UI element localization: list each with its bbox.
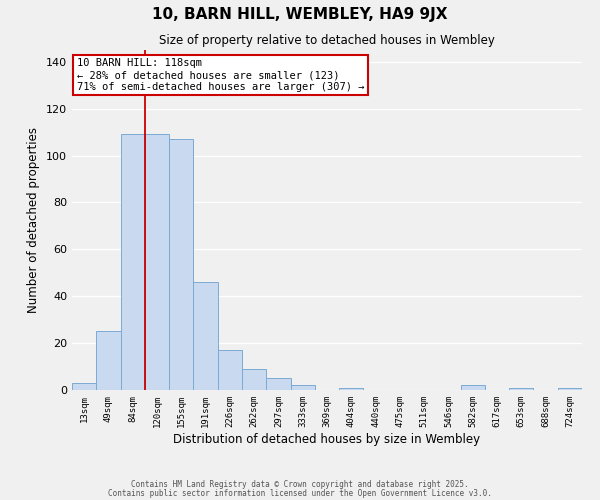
Bar bbox=[290, 386, 315, 390]
Bar bbox=[96, 332, 121, 390]
Bar bbox=[218, 350, 242, 390]
X-axis label: Distribution of detached houses by size in Wembley: Distribution of detached houses by size … bbox=[173, 432, 481, 446]
Bar bbox=[558, 388, 582, 390]
Text: Contains HM Land Registry data © Crown copyright and database right 2025.: Contains HM Land Registry data © Crown c… bbox=[131, 480, 469, 489]
Text: Contains public sector information licensed under the Open Government Licence v3: Contains public sector information licen… bbox=[108, 489, 492, 498]
Bar bbox=[121, 134, 145, 390]
Text: 10, BARN HILL, WEMBLEY, HA9 9JX: 10, BARN HILL, WEMBLEY, HA9 9JX bbox=[152, 8, 448, 22]
Y-axis label: Number of detached properties: Number of detached properties bbox=[28, 127, 40, 313]
Bar bbox=[193, 282, 218, 390]
Bar bbox=[72, 383, 96, 390]
Bar bbox=[339, 388, 364, 390]
Text: 10 BARN HILL: 118sqm
← 28% of detached houses are smaller (123)
71% of semi-deta: 10 BARN HILL: 118sqm ← 28% of detached h… bbox=[77, 58, 365, 92]
Bar bbox=[145, 134, 169, 390]
Bar bbox=[169, 139, 193, 390]
Bar bbox=[461, 386, 485, 390]
Title: Size of property relative to detached houses in Wembley: Size of property relative to detached ho… bbox=[159, 34, 495, 48]
Bar bbox=[509, 388, 533, 390]
Bar bbox=[266, 378, 290, 390]
Bar bbox=[242, 369, 266, 390]
